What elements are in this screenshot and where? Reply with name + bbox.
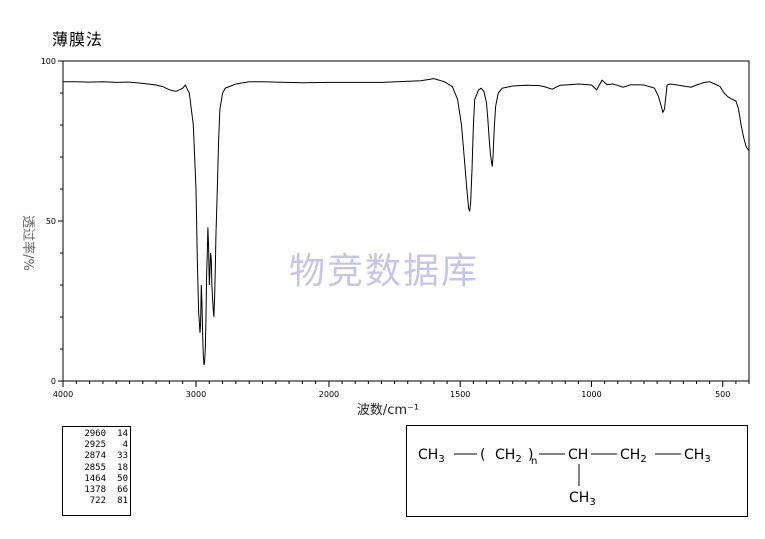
peak-transmittance: 66 bbox=[117, 485, 128, 496]
peak-wavenumber: 2874 bbox=[84, 451, 106, 462]
svg-text:CH3: CH3 bbox=[569, 490, 596, 508]
peak-wavenumber: 1378 bbox=[84, 485, 106, 496]
peak-transmittance: 81 bbox=[117, 496, 128, 507]
x-tick-label: 3000 bbox=[186, 390, 206, 399]
svg-text:(: ( bbox=[480, 447, 485, 463]
right-sub: 2 bbox=[640, 454, 646, 465]
left-sub: 3 bbox=[438, 454, 444, 465]
peak-row: 2960 14 bbox=[63, 429, 128, 440]
y-axis-label: 透过率/% bbox=[20, 215, 36, 271]
peak-transmittance: 18 bbox=[117, 462, 128, 473]
x-tick-label: 4000 bbox=[53, 390, 73, 399]
end-sub: 3 bbox=[704, 454, 710, 465]
peak-row: 2874 33 bbox=[63, 451, 128, 462]
peak-row: 2925 4 bbox=[63, 440, 128, 451]
peak-row: 2855 18 bbox=[63, 463, 128, 474]
paren-close: ) bbox=[528, 447, 533, 463]
repeat-sub: 2 bbox=[515, 454, 521, 465]
peak-wavenumber: 1464 bbox=[84, 473, 106, 484]
ir-spectrum-chart: 物竞数据库 4000 3000 2000 1500 1000 500 0 50 100 波数/… bbox=[20, 57, 750, 418]
peak-transmittance: 4 bbox=[122, 440, 128, 451]
right-group: CH bbox=[620, 447, 640, 463]
page-title: 薄膜法 bbox=[52, 30, 104, 49]
structure-formula: CH3 ( CH2 ) n CH CH2 CH3 CH3 bbox=[418, 447, 711, 508]
branch-group: CH bbox=[569, 490, 589, 506]
svg-text:CH3: CH3 bbox=[684, 447, 711, 465]
branch-sub: 3 bbox=[589, 497, 595, 508]
repeat-count: n bbox=[531, 456, 537, 467]
center-group: CH bbox=[568, 447, 588, 463]
x-tick-label: 1500 bbox=[450, 390, 470, 399]
peak-transmittance: 14 bbox=[117, 429, 128, 439]
series-line-transmittance bbox=[63, 78, 750, 366]
x-tick-label: 2000 bbox=[319, 390, 339, 399]
x-axis-label: 波数/cm⁻¹ bbox=[357, 403, 419, 418]
plot-frame bbox=[62, 60, 750, 382]
x-axis-ticks: 4000 3000 2000 1500 1000 500 bbox=[53, 381, 750, 399]
x-tick-label: 500 bbox=[715, 390, 730, 399]
peak-table: 2960 14 2925 4 2874 33 2855 18 1464 50 1378 66 722 81 bbox=[62, 426, 131, 516]
peak-row: 722 81 bbox=[63, 496, 128, 507]
svg-text:CH2: CH2 bbox=[620, 447, 647, 465]
structure-box: CH3 ( CH2 ) n CH CH2 CH3 CH3 bbox=[406, 425, 748, 517]
peak-transmittance: 50 bbox=[117, 473, 128, 484]
peak-wavenumber: 2855 bbox=[84, 462, 106, 473]
y-tick-label: 0 bbox=[51, 377, 56, 386]
peak-wavenumber: 2925 bbox=[84, 440, 106, 451]
peak-wavenumber: 2960 bbox=[84, 429, 106, 439]
peak-wavenumber: 722 bbox=[89, 496, 106, 507]
svg-text:CH2: CH2 bbox=[495, 447, 522, 465]
svg-text:): ) bbox=[528, 447, 533, 463]
paren-open: ( bbox=[480, 447, 485, 463]
watermark: 物竞数据库 bbox=[289, 251, 479, 292]
y-axis-ticks: 0 50 100 bbox=[41, 57, 63, 386]
y-tick-label: 50 bbox=[46, 217, 56, 226]
repeat-group: CH bbox=[495, 447, 515, 463]
x-tick-label: 1000 bbox=[581, 390, 601, 399]
end-group: CH bbox=[684, 447, 704, 463]
peak-row: 1378 66 bbox=[63, 485, 128, 496]
peak-transmittance: 33 bbox=[117, 451, 128, 462]
y-tick-label: 100 bbox=[41, 57, 56, 66]
peak-row: 1464 50 bbox=[63, 474, 128, 485]
left-group: CH bbox=[418, 447, 438, 463]
svg-text:CH3: CH3 bbox=[418, 447, 445, 465]
